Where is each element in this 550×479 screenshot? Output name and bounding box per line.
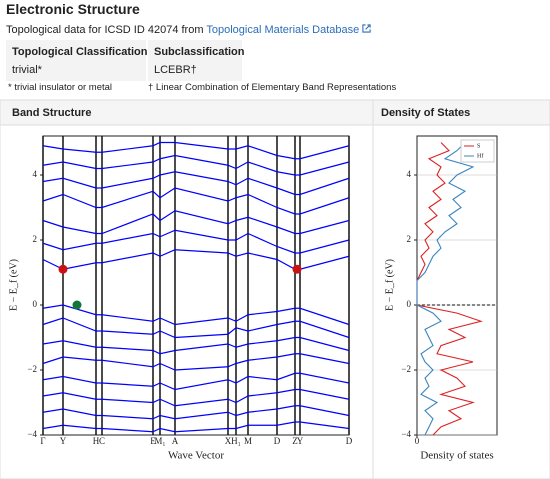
page-title: Electronic Structure — [6, 1, 140, 17]
y-tick-label: 2 — [407, 234, 412, 244]
extremum-point — [72, 300, 82, 310]
extremum-point — [58, 264, 68, 274]
y-tick-label: 2 — [33, 234, 38, 244]
panel-header — [0, 99, 550, 126]
band — [42, 421, 350, 433]
legend-label: Hf — [477, 152, 483, 159]
footnote: † Linear Combination of Elementary Band … — [148, 82, 397, 93]
band — [42, 229, 350, 254]
table-header: Topological Classification — [12, 46, 148, 58]
x-tick-label: H — [93, 436, 100, 446]
band — [42, 141, 350, 160]
y-tick-label: 4 — [407, 169, 412, 179]
y-tick-label: −2 — [401, 364, 411, 374]
y-axis-label: E − E_f (eV) — [8, 259, 19, 311]
y-tick-label: 0 — [407, 299, 412, 309]
band — [42, 353, 350, 371]
band — [42, 171, 350, 196]
x-tick-label: Γ — [40, 436, 45, 446]
legend-label: S — [477, 143, 480, 149]
table-header: Subclassification — [154, 46, 245, 58]
footnote: * trivial insulator or metal — [8, 82, 113, 93]
x-tick-label: Y — [60, 436, 67, 446]
x-tick-label: H₁ — [231, 436, 241, 446]
band — [42, 187, 350, 215]
band — [42, 249, 350, 270]
source-text: Topological data for ICSD ID 42074 from — [6, 24, 204, 36]
extremum-point — [292, 264, 302, 274]
source-link[interactable]: Topological Materials Database — [206, 24, 360, 36]
dos-line — [416, 142, 475, 436]
panel-title: Density of States — [381, 107, 471, 119]
x-tick-label: E — [150, 436, 156, 446]
y-axis-label: E − E_f (eV) — [384, 259, 395, 311]
table-cell: LCEBR† — [154, 64, 197, 76]
band — [42, 336, 350, 355]
band — [42, 304, 350, 326]
x-tick-label: M₁ — [154, 436, 165, 446]
band — [42, 154, 350, 176]
band — [42, 372, 350, 391]
y-tick-label: −2 — [27, 364, 37, 374]
y-tick-label: 4 — [33, 169, 38, 179]
x-axis-label: Density of states — [420, 450, 493, 462]
y-tick-label: 0 — [33, 299, 38, 309]
band — [42, 388, 350, 407]
table-cell: trivial* — [12, 64, 42, 76]
x-tick-label: Z — [292, 436, 298, 446]
x-tick-label: D — [274, 436, 281, 446]
y-tick-label: −4 — [27, 429, 37, 439]
y-tick-label: −4 — [401, 429, 411, 439]
band — [42, 405, 350, 420]
x-tick-label: X — [225, 436, 232, 446]
x-tick-label: 0 — [415, 436, 420, 446]
band — [42, 210, 350, 235]
external-icon — [362, 24, 371, 33]
x-axis-label: Wave Vector — [168, 450, 224, 462]
source-line: Topological data for ICSD ID 42074 from … — [6, 24, 371, 36]
x-tick-label: Y — [297, 436, 304, 446]
x-tick-label: A — [172, 436, 179, 446]
band — [42, 317, 350, 339]
x-tick-label: D — [346, 436, 353, 446]
x-tick-label: M — [244, 436, 252, 446]
table-bg — [6, 40, 242, 81]
x-tick-label: C — [99, 436, 105, 446]
panel-title: Band Structure — [12, 107, 92, 119]
